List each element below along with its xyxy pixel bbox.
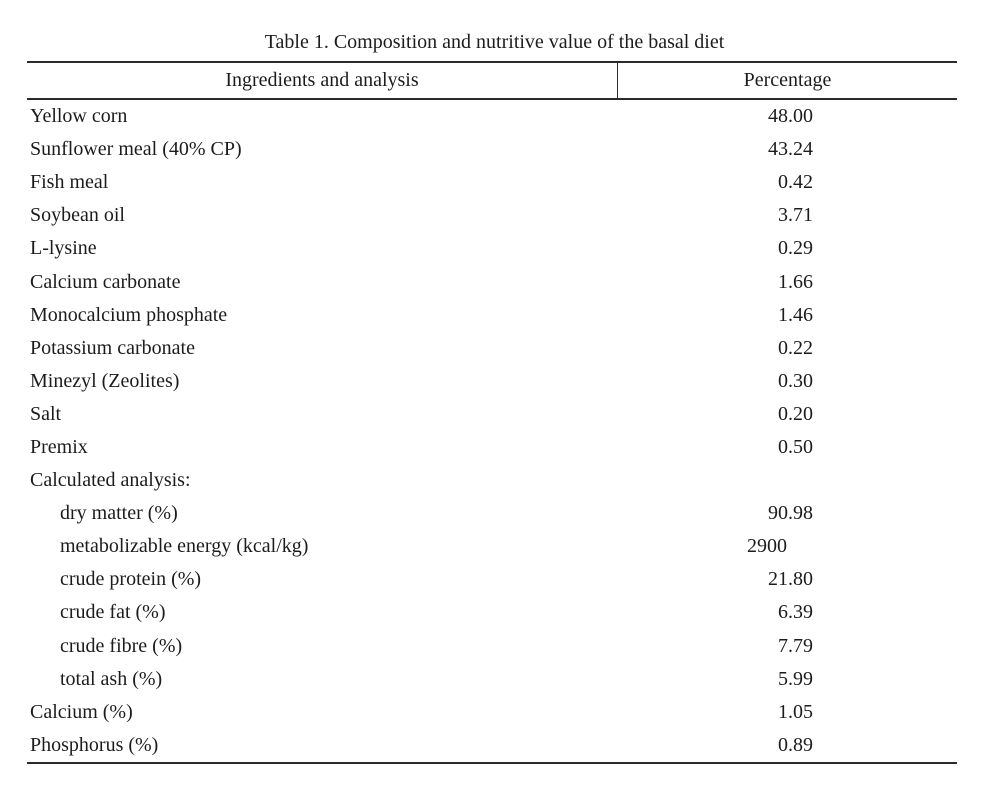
column-header-percentage: Percentage bbox=[743, 69, 832, 91]
percentage-value: 0.29 bbox=[778, 237, 813, 260]
table-row: Minezyl (Zeolites) 0.30 bbox=[27, 365, 957, 398]
table-row: Potassium carbonate 0.22 bbox=[27, 332, 957, 365]
percentage-value: 90.98 bbox=[768, 502, 813, 525]
table-body: Yellow corn 48.00 Sunflower meal (40% CP… bbox=[27, 100, 957, 764]
percentage-value: 0.22 bbox=[778, 336, 813, 359]
table-row: crude protein (%) 21.80 bbox=[27, 563, 957, 596]
percentage-value: 1.05 bbox=[778, 700, 813, 723]
percentage-value: 0.30 bbox=[778, 369, 813, 392]
table-row: Calcium carbonate 1.66 bbox=[27, 265, 957, 298]
table-row: Soybean oil 3.71 bbox=[27, 199, 957, 232]
ingredient-label: Calcium carbonate bbox=[30, 270, 181, 293]
percentage-value: 0.89 bbox=[778, 733, 813, 756]
percentage-value: 1.66 bbox=[778, 270, 813, 293]
table-row: L-lysine 0.29 bbox=[27, 232, 957, 265]
table-row: crude fat (%) 6.39 bbox=[27, 596, 957, 629]
percentage-value: 3.71 bbox=[778, 204, 813, 227]
analysis-label: total ash (%) bbox=[60, 667, 163, 690]
table-row: crude fibre (%) 7.79 bbox=[27, 630, 957, 663]
ingredient-label: Phosphorus (%) bbox=[30, 733, 159, 756]
table-row: Calcium (%) 1.05 bbox=[27, 696, 957, 729]
table-header-row: Ingredients and analysis Percentage bbox=[27, 61, 957, 100]
analysis-label: crude fibre (%) bbox=[60, 634, 183, 657]
ingredient-label: Calcium (%) bbox=[30, 700, 133, 723]
percentage-value: 6.39 bbox=[778, 601, 813, 624]
section-label: Calculated analysis: bbox=[30, 469, 191, 492]
ingredient-label: Salt bbox=[30, 402, 62, 425]
percentage-value: 43.24 bbox=[768, 138, 813, 161]
table-caption: Table 1. Composition and nutritive value… bbox=[264, 31, 725, 53]
ingredient-label: Yellow corn bbox=[30, 105, 128, 128]
percentage-value: 5.99 bbox=[778, 667, 813, 690]
ingredient-label: Minezyl (Zeolites) bbox=[30, 369, 180, 392]
percentage-value: 0.20 bbox=[778, 402, 813, 425]
ingredient-label: Potassium carbonate bbox=[30, 336, 195, 359]
basal-diet-table: Ingredients and analysis Percentage Yell… bbox=[27, 61, 957, 764]
percentage-value: 2900 bbox=[747, 535, 787, 558]
ingredient-label: Sunflower meal (40% CP) bbox=[30, 138, 242, 161]
table-row: metabolizable energy (kcal/kg) 2900 bbox=[27, 530, 957, 563]
percentage-value: 48.00 bbox=[768, 105, 813, 128]
ingredient-label: Soybean oil bbox=[30, 204, 125, 227]
percentage-value: 0.42 bbox=[778, 171, 813, 194]
table-row: Phosphorus (%) 0.89 bbox=[27, 729, 957, 762]
ingredient-label: L-lysine bbox=[30, 237, 97, 260]
ingredient-label: Monocalcium phosphate bbox=[30, 303, 228, 326]
ingredient-label: Fish meal bbox=[30, 171, 109, 194]
table-row: Fish meal 0.42 bbox=[27, 166, 957, 199]
table-row-section-header: Calculated analysis: bbox=[27, 464, 957, 497]
percentage-value: 21.80 bbox=[768, 568, 813, 591]
table-row: Yellow corn 48.00 bbox=[27, 100, 957, 133]
table-row: Premix 0.50 bbox=[27, 431, 957, 464]
percentage-value: 0.50 bbox=[778, 435, 813, 458]
analysis-label: crude protein (%) bbox=[60, 568, 202, 591]
table-row: total ash (%) 5.99 bbox=[27, 663, 957, 696]
column-header-ingredients: Ingredients and analysis bbox=[27, 63, 618, 98]
table-row: dry matter (%) 90.98 bbox=[27, 497, 957, 530]
analysis-label: crude fat (%) bbox=[60, 601, 166, 624]
analysis-label: dry matter (%) bbox=[60, 502, 178, 525]
analysis-label: metabolizable energy (kcal/kg) bbox=[60, 535, 309, 558]
table-row: Monocalcium phosphate 1.46 bbox=[27, 299, 957, 332]
percentage-value: 7.79 bbox=[778, 634, 813, 657]
table-row: Salt 0.20 bbox=[27, 398, 957, 431]
percentage-value: 1.46 bbox=[778, 303, 813, 326]
ingredient-label: Premix bbox=[30, 435, 88, 458]
table-row: Sunflower meal (40% CP) 43.24 bbox=[27, 133, 957, 166]
